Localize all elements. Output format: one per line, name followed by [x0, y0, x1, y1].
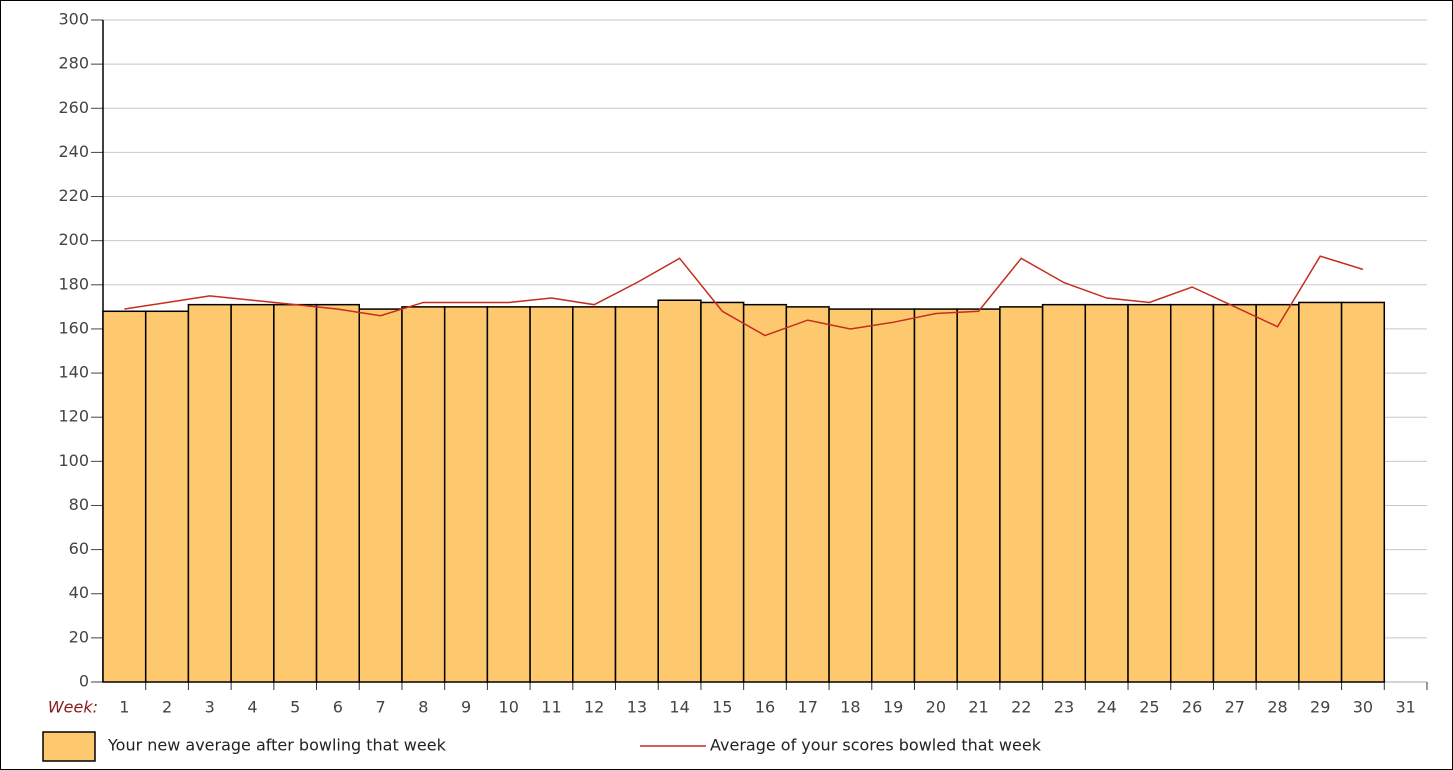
x-tick-label: 18 — [840, 698, 860, 717]
x-tick-label: 6 — [333, 698, 343, 717]
x-tick-label: 26 — [1182, 698, 1202, 717]
bar — [700, 301, 745, 683]
bar — [999, 306, 1044, 683]
legend-label: Your new average after bowling that week — [107, 736, 447, 755]
bar — [401, 306, 446, 683]
y-tick-label: 140 — [58, 363, 89, 382]
bar — [913, 308, 958, 683]
x-tick-label: 9 — [461, 698, 471, 717]
y-tick-label: 20 — [69, 627, 89, 646]
bar — [742, 303, 788, 683]
x-tick-label: 14 — [669, 698, 689, 717]
x-tick-label: 4 — [247, 698, 257, 717]
bar — [102, 310, 147, 683]
bar — [529, 306, 574, 683]
x-tick-label: 8 — [418, 698, 428, 717]
bar — [1298, 301, 1343, 683]
x-tick-label: 23 — [1054, 698, 1074, 717]
x-tick-label: 1 — [119, 698, 129, 717]
line — [124, 255, 1364, 337]
x-tick-label: 30 — [1353, 698, 1373, 717]
y-tick-label: 120 — [58, 407, 89, 426]
bar — [1169, 303, 1215, 683]
x-tick-label: 25 — [1139, 698, 1159, 717]
bar — [1340, 301, 1386, 683]
y-tick-label: 200 — [58, 230, 89, 249]
y-tick-label: 180 — [58, 274, 89, 293]
bar — [956, 308, 1001, 683]
bar — [614, 306, 659, 683]
bar — [828, 308, 873, 683]
bar — [1041, 303, 1087, 683]
x-tick-label: 19 — [883, 698, 903, 717]
y-tick-label: 240 — [58, 142, 89, 161]
bar — [572, 306, 617, 683]
y-tick-label: 0 — [79, 672, 89, 691]
x-tick-label: 24 — [1096, 698, 1116, 717]
y-tick-label: 220 — [58, 186, 89, 205]
x-tick-label: 13 — [627, 698, 647, 717]
bar — [486, 306, 531, 683]
y-tick-label: 80 — [69, 495, 89, 514]
x-tick-label: 11 — [541, 698, 561, 717]
bar — [785, 306, 830, 683]
x-tick-label: 22 — [1011, 698, 1031, 717]
x-tick-label: 12 — [584, 698, 604, 717]
bar — [144, 310, 190, 683]
y-tick-label: 60 — [69, 539, 89, 558]
y-tick-label: 260 — [58, 98, 89, 117]
x-tick-label: 10 — [499, 698, 519, 717]
bar — [273, 303, 318, 683]
x-tick-label: 28 — [1267, 698, 1287, 717]
bar — [871, 308, 916, 683]
x-tick-label: 20 — [926, 698, 946, 717]
bar — [657, 299, 702, 683]
x-tick-label: 16 — [755, 698, 775, 717]
legend-label: Average of your scores bowled that week — [710, 736, 1042, 755]
x-tick-label: 2 — [162, 698, 172, 717]
x-tick-label: 15 — [712, 698, 732, 717]
y-tick-label: 100 — [58, 451, 89, 470]
x-tick-label: 29 — [1310, 698, 1330, 717]
x-tick-label: 31 — [1395, 698, 1415, 717]
y-tick-label: 300 — [58, 10, 89, 29]
bar — [1255, 303, 1300, 683]
x-axis-label: Week: — [48, 698, 98, 717]
bar — [443, 306, 489, 683]
x-tick-label: 3 — [205, 698, 215, 717]
y-tick-label: 280 — [58, 54, 89, 73]
x-tick-label: 21 — [968, 698, 988, 717]
y-tick-label: 40 — [69, 583, 89, 602]
bar — [315, 303, 361, 683]
bar — [1212, 303, 1257, 683]
bar — [358, 308, 403, 683]
bar — [187, 303, 232, 683]
legend-swatch — [42, 731, 96, 762]
x-tick-label: 7 — [376, 698, 386, 717]
x-tick-label: 5 — [290, 698, 300, 717]
y-tick-label: 160 — [58, 318, 89, 337]
bar — [1084, 303, 1129, 683]
bar — [1127, 303, 1172, 683]
bar — [230, 303, 275, 683]
x-tick-label: 27 — [1225, 698, 1245, 717]
x-tick-label: 17 — [798, 698, 818, 717]
